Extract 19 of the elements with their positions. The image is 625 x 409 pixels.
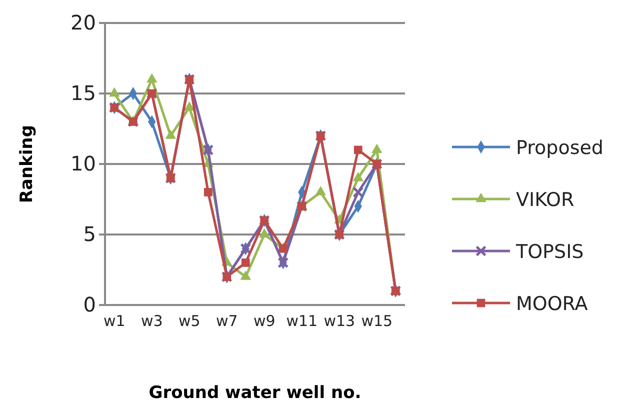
y-tick-label: 20 xyxy=(70,10,96,34)
x-tick-label: w9 xyxy=(253,312,276,330)
legend-label: Proposed xyxy=(516,137,604,159)
x-tick-label: w11 xyxy=(286,312,318,330)
legend-label: MOORA xyxy=(516,293,588,315)
y-tick-label: 15 xyxy=(70,80,96,105)
y-axis-title: Ranking xyxy=(17,124,37,204)
x-axis-title: Ground water well no. xyxy=(148,383,362,403)
legend-label: TOPSIS xyxy=(515,241,584,263)
x-tick-label: w15 xyxy=(361,312,393,330)
x-tick-label: w3 xyxy=(140,312,163,330)
y-tick-label: 10 xyxy=(70,151,96,176)
x-tick-label: w7 xyxy=(216,312,238,330)
y-tick-label: 0 xyxy=(83,292,96,316)
legend-label: VIKOR xyxy=(516,189,574,211)
y-tick-label: 5 xyxy=(83,222,96,246)
x-tick-label: w13 xyxy=(324,312,356,330)
x-tick-label: w5 xyxy=(178,312,200,330)
x-tick-label: w1 xyxy=(103,312,126,330)
